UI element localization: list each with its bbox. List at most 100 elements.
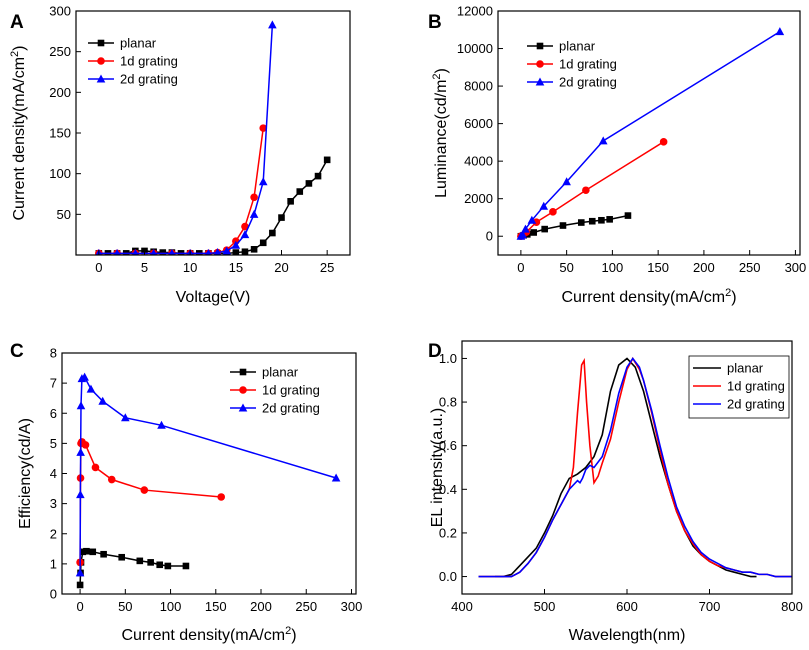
data-point bbox=[521, 224, 530, 233]
x-axis-label: Current density(mA/cm2) bbox=[561, 287, 736, 306]
x-tick-label: 300 bbox=[785, 260, 807, 275]
x-tick-label: 300 bbox=[341, 599, 363, 614]
y-tick-label: 12000 bbox=[457, 4, 493, 19]
x-axis-label: Voltage(V) bbox=[176, 289, 251, 306]
x-tick-label: 250 bbox=[739, 260, 761, 275]
y-tick-label: 4000 bbox=[464, 154, 493, 169]
data-point bbox=[775, 27, 785, 36]
legend-marker bbox=[239, 386, 247, 394]
data-point bbox=[222, 246, 231, 255]
x-tick-label: 0 bbox=[95, 260, 102, 275]
x-tick-label: 400 bbox=[451, 599, 473, 614]
data-point bbox=[305, 180, 313, 187]
data-point bbox=[249, 209, 259, 218]
data-point bbox=[81, 441, 90, 449]
y-tick-label: 50 bbox=[57, 207, 71, 222]
y-axis-label: Efficiency(cd/A) bbox=[17, 418, 34, 529]
data-point bbox=[168, 248, 176, 255]
data-point bbox=[100, 550, 107, 558]
series-line bbox=[478, 357, 792, 578]
data-point bbox=[118, 553, 126, 561]
data-point bbox=[624, 212, 632, 219]
data-point bbox=[104, 250, 112, 255]
legend: planar 1d grating 2d grating bbox=[230, 365, 320, 416]
data-point bbox=[598, 216, 605, 224]
chart-b: B 0 50 100 150 200 250 300 0 2000 4000 6000 8000 1000… bbox=[428, 4, 806, 307]
x-tick-label: 500 bbox=[534, 599, 556, 614]
x-axis-label: Wavelength(nm) bbox=[569, 627, 686, 644]
x-tick-label: 0 bbox=[517, 260, 524, 275]
data-point bbox=[136, 557, 144, 565]
x-tick-label: 0 bbox=[76, 599, 83, 614]
legend-marker bbox=[238, 403, 248, 412]
y-tick-label: 3 bbox=[50, 496, 57, 511]
legend: planar 1d grating 2d grating bbox=[688, 355, 790, 419]
y-tick-label: 5 bbox=[50, 436, 57, 451]
plot-frame bbox=[75, 10, 351, 256]
x-tick-label: 700 bbox=[699, 599, 721, 614]
data-point bbox=[323, 156, 331, 164]
series-planar bbox=[95, 156, 331, 255]
x-tick-label: 150 bbox=[647, 260, 669, 275]
legend-label: 2d grating bbox=[262, 401, 320, 416]
data-point bbox=[213, 248, 222, 255]
y-tick-label: 6000 bbox=[464, 116, 493, 131]
data-point bbox=[268, 20, 277, 29]
y-tick-label: 4 bbox=[50, 466, 57, 481]
legend-marker bbox=[536, 60, 544, 68]
data-point bbox=[588, 217, 596, 225]
data-point bbox=[182, 562, 190, 570]
legend-label: 1d grating bbox=[727, 379, 785, 394]
y-tick-label: 0.4 bbox=[439, 482, 457, 497]
legend-marker bbox=[535, 77, 545, 86]
y-tick-label: 1 bbox=[50, 556, 57, 571]
series-2d-grating bbox=[95, 20, 277, 255]
y-tick-label: 250 bbox=[49, 44, 71, 59]
y-tick-label: 8 bbox=[50, 346, 57, 361]
data-point bbox=[530, 229, 537, 236]
data-point bbox=[140, 486, 149, 494]
data-point bbox=[122, 250, 130, 255]
data-point bbox=[76, 581, 84, 589]
data-point bbox=[91, 463, 100, 472]
data-point bbox=[83, 547, 90, 555]
data-point bbox=[217, 493, 226, 501]
data-point bbox=[147, 559, 154, 566]
legend-label: planar bbox=[262, 365, 299, 380]
data-point bbox=[527, 215, 537, 224]
y-tick-label: 100 bbox=[49, 166, 71, 181]
y-tick-label: 6 bbox=[50, 406, 57, 421]
series-1d-grating bbox=[76, 438, 226, 567]
legend-label: planar bbox=[559, 39, 596, 54]
data-point bbox=[562, 177, 571, 186]
data-point bbox=[241, 222, 249, 231]
data-point bbox=[196, 250, 203, 255]
y-tick-label: 0 bbox=[486, 229, 493, 244]
data-point bbox=[241, 248, 249, 255]
data-point bbox=[296, 188, 304, 195]
data-point bbox=[269, 229, 276, 237]
x-tick-label: 20 bbox=[274, 260, 288, 275]
series-2d-grating bbox=[478, 357, 792, 578]
legend-label: 1d grating bbox=[262, 383, 320, 398]
series-2d-grating bbox=[75, 372, 341, 577]
y-tick-label: 150 bbox=[49, 126, 71, 141]
legend-label: 2d grating bbox=[559, 75, 617, 90]
y-tick-label: 200 bbox=[49, 85, 71, 100]
y-tick-label: 2000 bbox=[464, 191, 493, 206]
data-point bbox=[177, 250, 185, 255]
data-point bbox=[107, 475, 116, 484]
data-point bbox=[89, 548, 97, 556]
data-point bbox=[132, 248, 139, 255]
x-tick-label: 800 bbox=[781, 599, 803, 614]
y-axis-label: Current density(mA/cm2) bbox=[9, 45, 28, 220]
legend-marker bbox=[96, 74, 106, 83]
data-point bbox=[98, 396, 108, 405]
chart-d: D 400 500 600 700 800 0.0 0.2 0.4 0.6 0.8 1.0 Wavele… bbox=[428, 340, 803, 644]
y-tick-label: 7 bbox=[50, 376, 57, 391]
y-axis-label: Luminance(cd/m2) bbox=[431, 68, 450, 198]
legend: planar 1d grating 2d grating bbox=[88, 36, 178, 87]
y-tick-label: 0.8 bbox=[439, 395, 457, 410]
x-tick-label: 100 bbox=[160, 599, 182, 614]
